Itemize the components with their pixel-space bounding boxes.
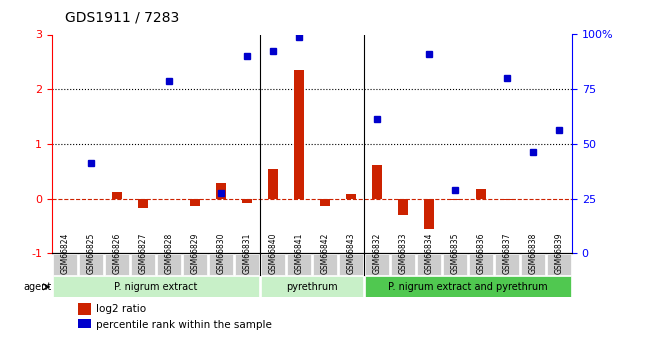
FancyBboxPatch shape xyxy=(495,255,519,275)
Text: GSM66829: GSM66829 xyxy=(190,233,200,274)
Text: pyrethrum: pyrethrum xyxy=(286,282,338,292)
FancyBboxPatch shape xyxy=(443,255,467,275)
FancyBboxPatch shape xyxy=(365,255,389,275)
Text: percentile rank within the sample: percentile rank within the sample xyxy=(96,320,272,330)
FancyBboxPatch shape xyxy=(235,255,259,275)
Text: GSM66824: GSM66824 xyxy=(60,233,70,274)
FancyBboxPatch shape xyxy=(183,255,207,275)
FancyBboxPatch shape xyxy=(131,255,155,275)
Bar xyxy=(320,199,330,206)
Text: log2 ratio: log2 ratio xyxy=(96,304,146,314)
Text: GSM66834: GSM66834 xyxy=(424,233,434,274)
FancyBboxPatch shape xyxy=(53,276,259,297)
Text: P. nigrum extract and pyrethrum: P. nigrum extract and pyrethrum xyxy=(388,282,548,292)
Bar xyxy=(346,194,356,199)
Text: GSM66826: GSM66826 xyxy=(112,233,122,274)
Bar xyxy=(112,192,122,199)
FancyBboxPatch shape xyxy=(157,255,181,275)
FancyBboxPatch shape xyxy=(365,276,571,297)
Bar xyxy=(372,165,382,199)
FancyBboxPatch shape xyxy=(547,255,571,275)
Text: GSM66841: GSM66841 xyxy=(294,233,304,274)
Text: GSM66828: GSM66828 xyxy=(164,233,174,274)
Text: P. nigrum extract: P. nigrum extract xyxy=(114,282,198,292)
Text: GSM66830: GSM66830 xyxy=(216,233,226,274)
FancyBboxPatch shape xyxy=(105,255,129,275)
FancyBboxPatch shape xyxy=(53,255,77,275)
FancyBboxPatch shape xyxy=(261,255,285,275)
Bar xyxy=(242,199,252,203)
Text: GSM66840: GSM66840 xyxy=(268,233,278,274)
Bar xyxy=(78,303,91,315)
Bar xyxy=(216,183,226,199)
Bar xyxy=(476,189,486,199)
FancyBboxPatch shape xyxy=(287,255,311,275)
Bar xyxy=(450,199,460,200)
Text: GSM66825: GSM66825 xyxy=(86,233,96,274)
Bar xyxy=(398,199,408,215)
Bar xyxy=(294,70,304,199)
FancyBboxPatch shape xyxy=(521,255,545,275)
Text: GSM66832: GSM66832 xyxy=(372,233,382,274)
FancyBboxPatch shape xyxy=(261,276,363,297)
Bar xyxy=(502,199,512,200)
FancyBboxPatch shape xyxy=(391,255,415,275)
Text: GSM66837: GSM66837 xyxy=(502,233,512,274)
FancyBboxPatch shape xyxy=(339,255,363,275)
Text: GSM66836: GSM66836 xyxy=(476,233,486,274)
Text: GSM66839: GSM66839 xyxy=(554,233,564,274)
Text: GSM66835: GSM66835 xyxy=(450,233,460,274)
FancyBboxPatch shape xyxy=(79,255,103,275)
Bar xyxy=(190,199,200,206)
Text: GSM66842: GSM66842 xyxy=(320,233,330,274)
FancyBboxPatch shape xyxy=(469,255,493,275)
Bar xyxy=(268,169,278,199)
FancyBboxPatch shape xyxy=(417,255,441,275)
Bar xyxy=(78,318,91,331)
FancyBboxPatch shape xyxy=(313,255,337,275)
Text: GSM66838: GSM66838 xyxy=(528,233,538,274)
Text: GSM66843: GSM66843 xyxy=(346,233,356,274)
Bar xyxy=(424,199,434,229)
Text: GSM66833: GSM66833 xyxy=(398,233,408,274)
Bar xyxy=(138,199,148,208)
FancyBboxPatch shape xyxy=(209,255,233,275)
Text: GSM66831: GSM66831 xyxy=(242,233,252,274)
Text: GDS1911 / 7283: GDS1911 / 7283 xyxy=(65,10,179,24)
Text: agent: agent xyxy=(24,282,52,292)
Text: GSM66827: GSM66827 xyxy=(138,233,148,274)
